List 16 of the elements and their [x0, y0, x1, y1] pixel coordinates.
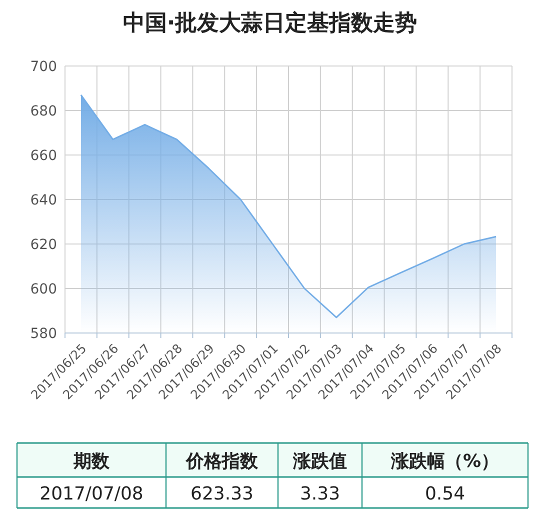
y-tick-label: 680 — [30, 104, 57, 120]
y-tick-label: 620 — [30, 237, 57, 253]
y-tick-label: 640 — [30, 192, 57, 208]
text: 涨跌幅（%） — [390, 451, 500, 472]
text: 2017/07/08 — [40, 484, 144, 504]
y-tick-label: 580 — [30, 326, 57, 342]
chart-title: 中国·批发大蒜日定基指数走势 — [122, 10, 418, 36]
text: 3.33 — [300, 484, 340, 504]
y-tick-label: 600 — [30, 282, 57, 298]
y-tick-label: 660 — [30, 148, 57, 164]
text: 价格指数 — [185, 451, 259, 472]
text: 涨跌值 — [292, 451, 347, 472]
text: 0.54 — [424, 484, 466, 504]
y-tick-label: 700 — [30, 59, 57, 75]
text: 期数 — [72, 451, 110, 472]
text: 623.33 — [190, 484, 254, 504]
